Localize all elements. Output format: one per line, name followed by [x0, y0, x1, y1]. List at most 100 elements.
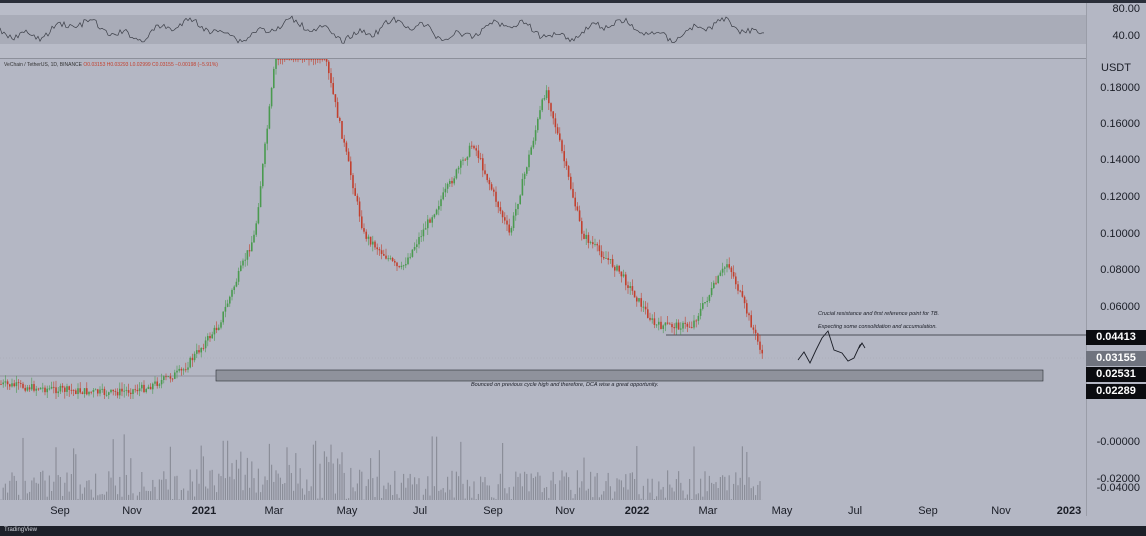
candle-body — [748, 313, 750, 316]
candle-body — [358, 201, 361, 217]
candle-body — [704, 302, 706, 304]
candle-body — [229, 296, 231, 304]
volume-bar — [359, 469, 361, 500]
projection-path[interactable] — [797, 330, 863, 365]
price-label-zone-bottom[interactable]: 0.02289 — [1086, 384, 1146, 399]
volume-bar — [482, 482, 484, 500]
candle-body — [44, 387, 46, 393]
candle-body — [647, 309, 649, 318]
volume-bar — [312, 444, 314, 500]
volume-bar — [315, 440, 317, 500]
candle-body — [730, 267, 733, 273]
candle-body — [570, 176, 572, 189]
price-label-last[interactable]: 0.03155 — [1086, 351, 1146, 366]
volume-bar — [64, 482, 66, 500]
candle-body — [728, 264, 730, 268]
volume-bar — [431, 436, 433, 500]
price-label-resistance[interactable]: 0.04413 — [1086, 330, 1146, 345]
volume-bar — [629, 473, 631, 500]
volume-bar — [462, 483, 464, 500]
rsi-pane[interactable] — [0, 3, 1086, 58]
candle-body — [750, 315, 752, 328]
volume-bar — [383, 485, 385, 500]
candle-body — [411, 249, 414, 257]
pane-separator[interactable] — [0, 58, 1146, 59]
volume-bar — [62, 495, 64, 500]
volume-bar — [35, 482, 37, 500]
candle-body — [609, 259, 612, 260]
candle-body — [6, 381, 9, 385]
volume-bar — [592, 497, 594, 500]
volume-bar — [730, 499, 732, 500]
candle-body — [130, 392, 132, 395]
candle-body — [138, 388, 141, 392]
annotation-bounce[interactable]: Bounced on previous cycle high and there… — [471, 382, 659, 388]
candle-body — [658, 321, 660, 325]
candle-body — [31, 384, 33, 390]
candle-body — [321, 59, 323, 60]
candle-body — [369, 236, 372, 245]
candle-body — [741, 291, 744, 297]
volume-bar — [121, 496, 123, 500]
candle-body — [680, 328, 682, 330]
price-axis[interactable]: 80.00 40.00 0.18000 0.16000 0.14000 0.12… — [1086, 3, 1146, 516]
candle-body — [233, 286, 235, 291]
candle-body — [501, 211, 504, 218]
volume-bar — [240, 451, 242, 500]
candle-body — [574, 197, 576, 207]
candle-body — [596, 244, 598, 246]
candle-body — [677, 322, 680, 330]
volume-bar — [601, 494, 603, 500]
candle-body — [156, 381, 158, 386]
annotation-resistance[interactable]: Crucial resistance and first reference p… — [818, 311, 940, 317]
candle-body — [699, 308, 702, 316]
volume-bar — [706, 491, 708, 500]
candle-body — [462, 159, 464, 161]
volume-bar — [625, 474, 627, 500]
volume-bar — [119, 476, 121, 500]
volume-bar — [44, 480, 46, 500]
volume-bar — [332, 463, 334, 500]
candle-body — [757, 333, 759, 342]
volume-bar — [284, 483, 286, 500]
candle-body — [314, 59, 317, 60]
candle-body — [182, 369, 185, 371]
volume-bar — [590, 471, 592, 500]
candle-body — [132, 389, 134, 395]
volume-bar — [279, 477, 281, 500]
volume-bar — [704, 471, 706, 500]
price-label-zone-top[interactable]: 0.02531 — [1086, 367, 1146, 382]
time-axis[interactable]: Sep Nov 2021 Mar May Jul Sep Nov 2022 Ma… — [0, 500, 1086, 522]
candle-body — [660, 321, 662, 329]
candle-body — [64, 387, 66, 392]
volume-bar — [158, 479, 160, 500]
support-zone[interactable] — [215, 369, 1044, 382]
volume-bar — [163, 471, 165, 500]
volume-bar — [691, 498, 693, 500]
volume-bar — [180, 490, 182, 500]
candle-body — [453, 178, 455, 184]
volume-bar — [178, 499, 180, 500]
volume-bar — [86, 480, 88, 500]
volume-bar — [286, 447, 288, 500]
time-tick: Mar — [264, 505, 284, 517]
candle-body — [279, 59, 282, 60]
volume-bar — [493, 497, 495, 500]
candle-body — [226, 303, 229, 307]
volume-bar — [53, 481, 55, 500]
volume-bar — [218, 473, 220, 500]
volume-bar — [466, 479, 468, 500]
volume-bar — [693, 446, 695, 500]
price-chart[interactable] — [0, 0, 1086, 520]
volume-bar — [438, 490, 440, 500]
candle-body — [145, 389, 147, 393]
annotation-consolidation[interactable]: Expecting some consolidation and accumul… — [818, 324, 937, 330]
volume-bar — [539, 475, 541, 500]
symbol-legend[interactable]: VeChain / TetherUS, 1D, BINANCE O0.03153… — [4, 62, 218, 68]
volume-bar — [348, 498, 350, 500]
candle-body — [402, 265, 405, 267]
volume-bar — [612, 498, 614, 500]
candle-body — [185, 369, 187, 371]
volume-bar — [623, 487, 625, 500]
volume-bar — [713, 483, 715, 500]
